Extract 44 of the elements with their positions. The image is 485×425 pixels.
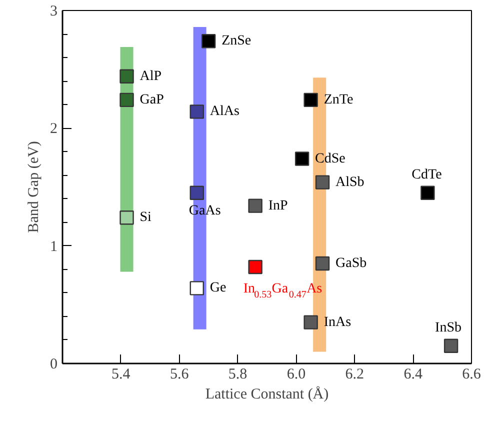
annotation: CdTe (412, 167, 442, 182)
y-tick-label: 0 (50, 356, 58, 372)
annotation: AlP (140, 68, 162, 84)
point (190, 104, 204, 119)
y-axis-title: Band Gap (eV) (26, 141, 42, 233)
point (120, 210, 134, 225)
point (248, 260, 262, 274)
annotation: CdSe (315, 151, 346, 166)
point (120, 69, 134, 84)
x-tick-label: 5.4 (112, 366, 131, 382)
point (304, 92, 318, 108)
annotation: GaSb (336, 256, 367, 271)
point (190, 186, 204, 200)
x-tick-label: 6.6 (462, 366, 482, 382)
annotation: Ge (210, 280, 226, 296)
annotation: GaP (140, 92, 164, 108)
annotation: GaAs (188, 203, 221, 218)
x-axis-title: Lattice Constant (Å) (205, 386, 329, 402)
annotation: AlAs (210, 104, 240, 120)
annotation: InP (268, 198, 288, 214)
annotation: Si (140, 210, 152, 226)
x-tick-label: 6.0 (286, 366, 306, 382)
y-tick-label: 1 (50, 238, 58, 255)
y-tick-label: 2 (50, 121, 58, 138)
point (315, 256, 330, 271)
point (304, 315, 318, 330)
point (120, 92, 134, 108)
annotation: InSb (435, 320, 462, 336)
x-tick-label: 5.8 (228, 366, 248, 382)
annotation: ZnSe (222, 34, 252, 49)
annotation: InAs (324, 314, 352, 330)
annotation: ZnTe (324, 92, 354, 108)
point (420, 186, 435, 200)
point (248, 198, 262, 213)
x-tick-label: 5.6 (170, 366, 190, 382)
point (201, 34, 216, 48)
point (315, 175, 330, 190)
y-tick-label: 3 (50, 4, 58, 20)
x-tick-label: 6.2 (345, 366, 364, 382)
point (294, 152, 310, 166)
point (444, 338, 458, 353)
point (190, 281, 204, 296)
x-tick-label: 6.4 (404, 366, 423, 382)
annotation: AlSb (336, 174, 364, 190)
